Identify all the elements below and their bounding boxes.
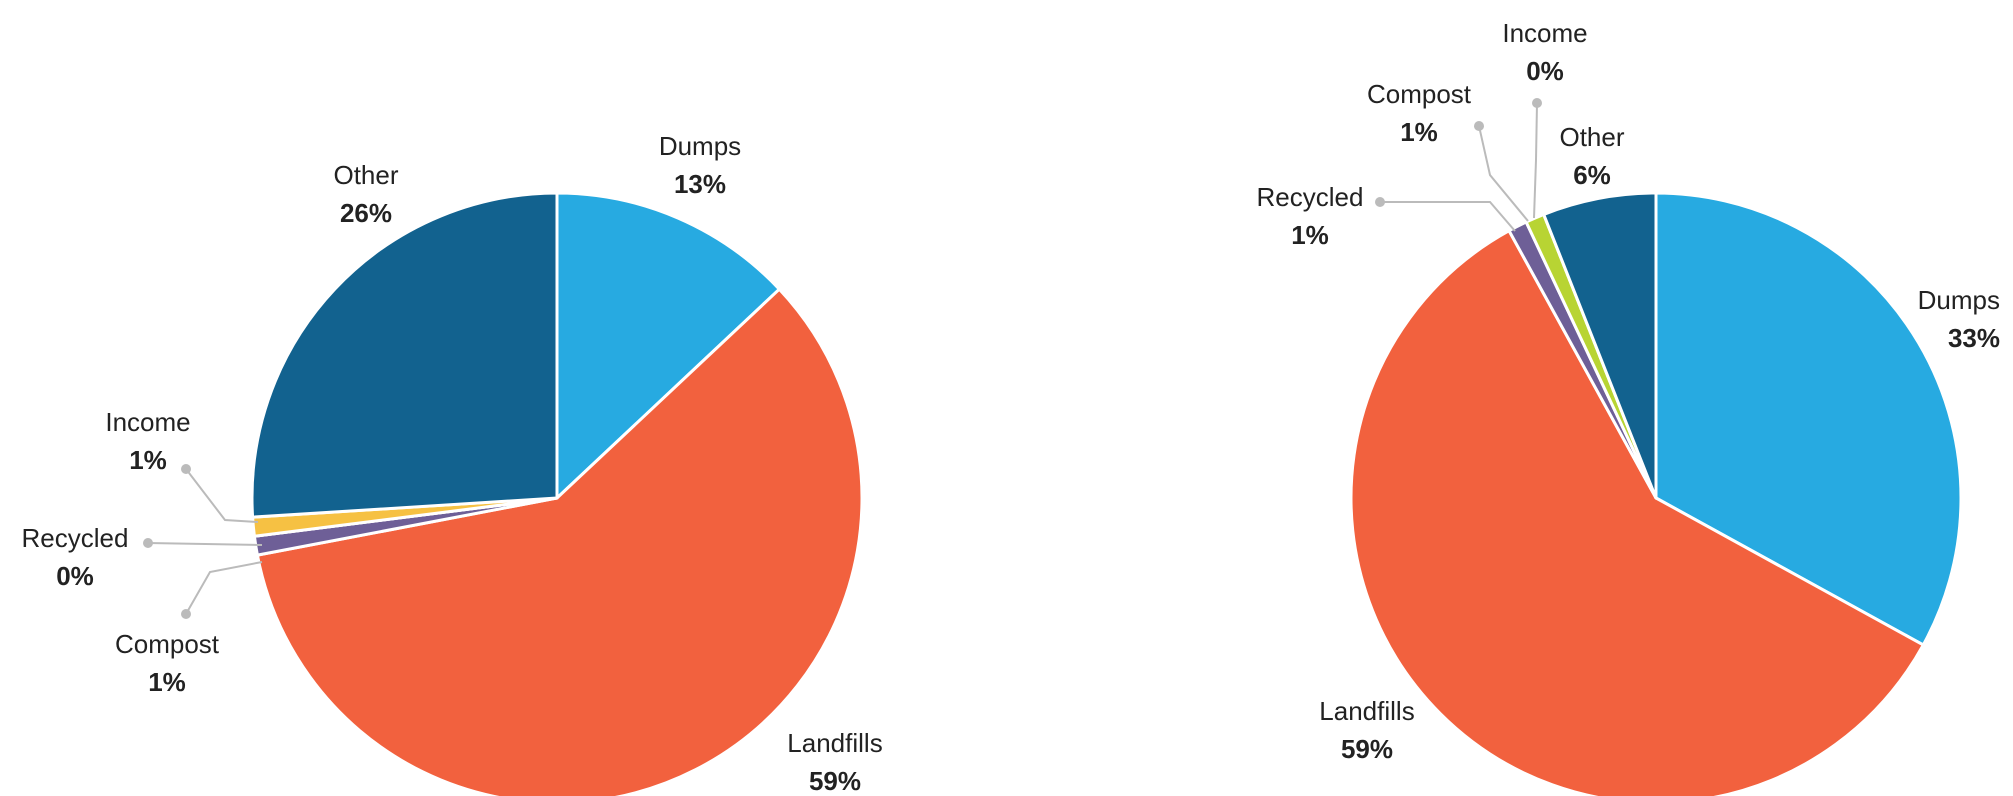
slice-label: Landfills: [1319, 696, 1414, 726]
slice-value-label: 59%: [1341, 734, 1393, 764]
slice-label: Income: [105, 407, 190, 437]
leader-dot: [143, 538, 153, 548]
leader-dot: [1375, 197, 1385, 207]
leader-line: [147, 542, 263, 546]
slice-label: Landfills: [787, 728, 882, 758]
slice-label: Recycled: [1257, 182, 1364, 212]
leader-line: [185, 468, 259, 523]
slice-label: Recycled: [22, 523, 129, 553]
slice-value-label: 6%: [1573, 160, 1611, 190]
pie-slice: [1349, 229, 1925, 796]
slice-label: Compost: [115, 629, 220, 659]
pie-slice: [555, 191, 781, 500]
slice-label: Compost: [1367, 79, 1472, 109]
pie: [1349, 191, 1963, 796]
slice-value-label: 1%: [1400, 117, 1438, 147]
slice-value-label: 26%: [340, 198, 392, 228]
slice-label: Dumps: [1918, 285, 2000, 315]
slice-value-label: 0%: [56, 561, 94, 591]
slice-value-label: 1%: [129, 445, 167, 475]
pie-slice: [250, 191, 559, 519]
pie: [250, 191, 864, 796]
pie-slice: [255, 287, 864, 796]
slice-value-label: 1%: [148, 667, 186, 697]
slice-value-label: 33%: [1948, 323, 2000, 353]
leader-line: [1533, 102, 1538, 219]
pie-slice: [1542, 191, 1658, 500]
slice-label: Income: [1502, 18, 1587, 48]
leader-dot: [181, 464, 191, 474]
leader-dot: [1532, 98, 1542, 108]
slice-value-label: 1%: [1291, 220, 1329, 250]
leader-line: [185, 561, 263, 615]
leader-line: [1478, 125, 1529, 222]
slice-value-label: 13%: [674, 169, 726, 199]
slice-label: Other: [333, 160, 398, 190]
slice-value-label: 59%: [809, 766, 861, 796]
pie-slice: [1654, 191, 1963, 647]
slice-value-label: 0%: [1526, 56, 1564, 86]
leader-dot: [181, 609, 191, 619]
leader-line: [1380, 201, 1516, 232]
slice-label: Other: [1559, 122, 1624, 152]
leader-dot: [1474, 121, 1484, 131]
slice-label: Dumps: [659, 131, 741, 161]
